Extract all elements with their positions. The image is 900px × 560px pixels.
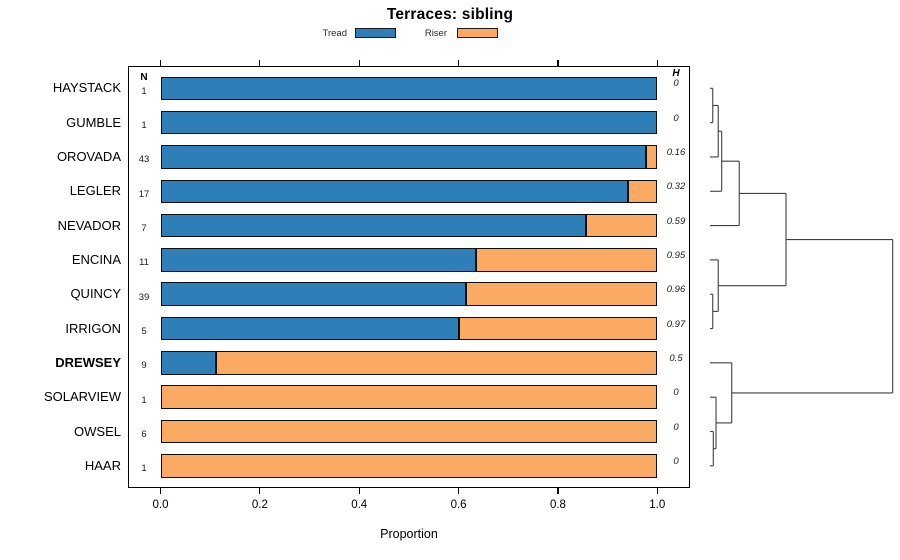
legend-swatch-tread [355, 28, 396, 38]
category-label: HAYSTACK [52, 80, 121, 96]
bar-segment-riser [160, 385, 658, 409]
bar-row [160, 76, 658, 101]
x-axis-tick [358, 488, 360, 494]
bar-row [160, 282, 658, 306]
bar-row [160, 145, 658, 169]
bar-segment-tread [160, 282, 467, 306]
h-value: 0.95 [666, 249, 686, 261]
category-label: IRRIGON [65, 320, 121, 336]
h-value: 0.5 [669, 352, 683, 364]
x-axis-tick-label: 0.0 [152, 499, 169, 511]
x-axis-tick [159, 60, 162, 66]
category-label: SOLARVIEW [43, 389, 121, 405]
n-value: 5 [141, 326, 147, 338]
h-value: 0.96 [666, 284, 686, 296]
bar-segment-riser [160, 454, 658, 478]
legend-label-riser: Riser [424, 28, 447, 39]
bar-row [160, 419, 658, 444]
x-axis-tick [557, 488, 559, 494]
x-axis-tick [259, 488, 261, 494]
n-value: 43 [138, 154, 150, 166]
bar-segment-tread [160, 248, 477, 272]
bar-segment-tread [160, 76, 658, 101]
bar-segment-riser [215, 351, 658, 375]
bar-segment-riser [586, 213, 658, 238]
bar-row [160, 179, 658, 203]
bar-row [160, 248, 658, 272]
h-value: 0.97 [666, 318, 686, 330]
n-value: 39 [138, 291, 150, 303]
bar-row [160, 454, 658, 478]
bar-row [160, 385, 658, 409]
x-axis-tick [259, 60, 261, 66]
h-value: 0.32 [666, 181, 686, 193]
bar-row [160, 316, 658, 341]
bar-segment-riser [466, 282, 658, 306]
n-column-header: N [140, 72, 148, 83]
bar-segment-tread [160, 179, 628, 203]
category-label: ENCINA [71, 251, 121, 267]
category-label: HAAR [84, 457, 121, 473]
h-value: 0 [673, 421, 679, 433]
bar-segment-tread [160, 351, 216, 375]
legend-swatch-riser [457, 28, 498, 38]
x-axis-tick-label: 0.6 [450, 499, 467, 511]
bar-segment-tread [160, 316, 459, 341]
x-axis-tick [557, 60, 559, 66]
category-label: DREWSEY [55, 354, 121, 370]
x-axis-tick-label: 0.4 [351, 499, 368, 511]
bar-segment-riser [476, 248, 658, 272]
n-value: 1 [141, 463, 147, 475]
n-value: 9 [141, 360, 147, 372]
n-value: 1 [141, 85, 147, 97]
x-axis-tick [358, 60, 360, 66]
bar-segment-tread [160, 213, 587, 238]
n-value: 17 [138, 188, 150, 200]
chart-title: Terraces: sibling [386, 6, 514, 23]
x-axis-title: Proportion [380, 527, 438, 541]
bar-row [160, 213, 658, 238]
bar-row [160, 351, 658, 375]
x-axis-tick [159, 488, 162, 494]
category-label: LEGLER [69, 183, 121, 199]
bar-segment-riser [458, 316, 658, 341]
x-axis-tick [457, 60, 460, 66]
bar-row [160, 110, 658, 135]
bar-segment-riser [160, 419, 658, 444]
x-axis-tick-label: 0.8 [549, 499, 566, 511]
h-value: 0 [673, 78, 679, 90]
x-axis-tick [656, 488, 658, 494]
category-label: NEVADOR [57, 217, 121, 233]
x-axis-tick-label: 1.0 [649, 499, 666, 511]
h-column-header: H [672, 68, 680, 79]
h-value: 0 [673, 387, 679, 399]
x-axis-tick [656, 60, 658, 66]
n-value: 7 [141, 223, 147, 235]
bar-segment-tread [160, 145, 646, 169]
x-axis-tick [457, 488, 460, 494]
bar-segment-riser [645, 145, 658, 169]
h-value: 0.59 [666, 215, 686, 227]
h-value: 0 [673, 455, 679, 467]
x-axis-tick-label: 0.2 [251, 499, 268, 511]
category-label: GUMBLE [66, 114, 121, 130]
category-label: OROVADA [56, 148, 121, 164]
category-label: OWSEL [74, 423, 121, 439]
n-value: 1 [141, 394, 147, 406]
n-value: 1 [141, 120, 147, 132]
bar-segment-tread [160, 110, 658, 135]
h-value: 0.16 [666, 146, 686, 158]
h-value: 0 [673, 112, 679, 124]
n-value: 6 [141, 429, 147, 440]
legend-label-tread: Tread [322, 28, 347, 39]
category-label: QUINCY [70, 286, 121, 302]
bar-segment-riser [627, 179, 658, 203]
n-value: 11 [139, 257, 149, 269]
plot-area [128, 66, 690, 488]
